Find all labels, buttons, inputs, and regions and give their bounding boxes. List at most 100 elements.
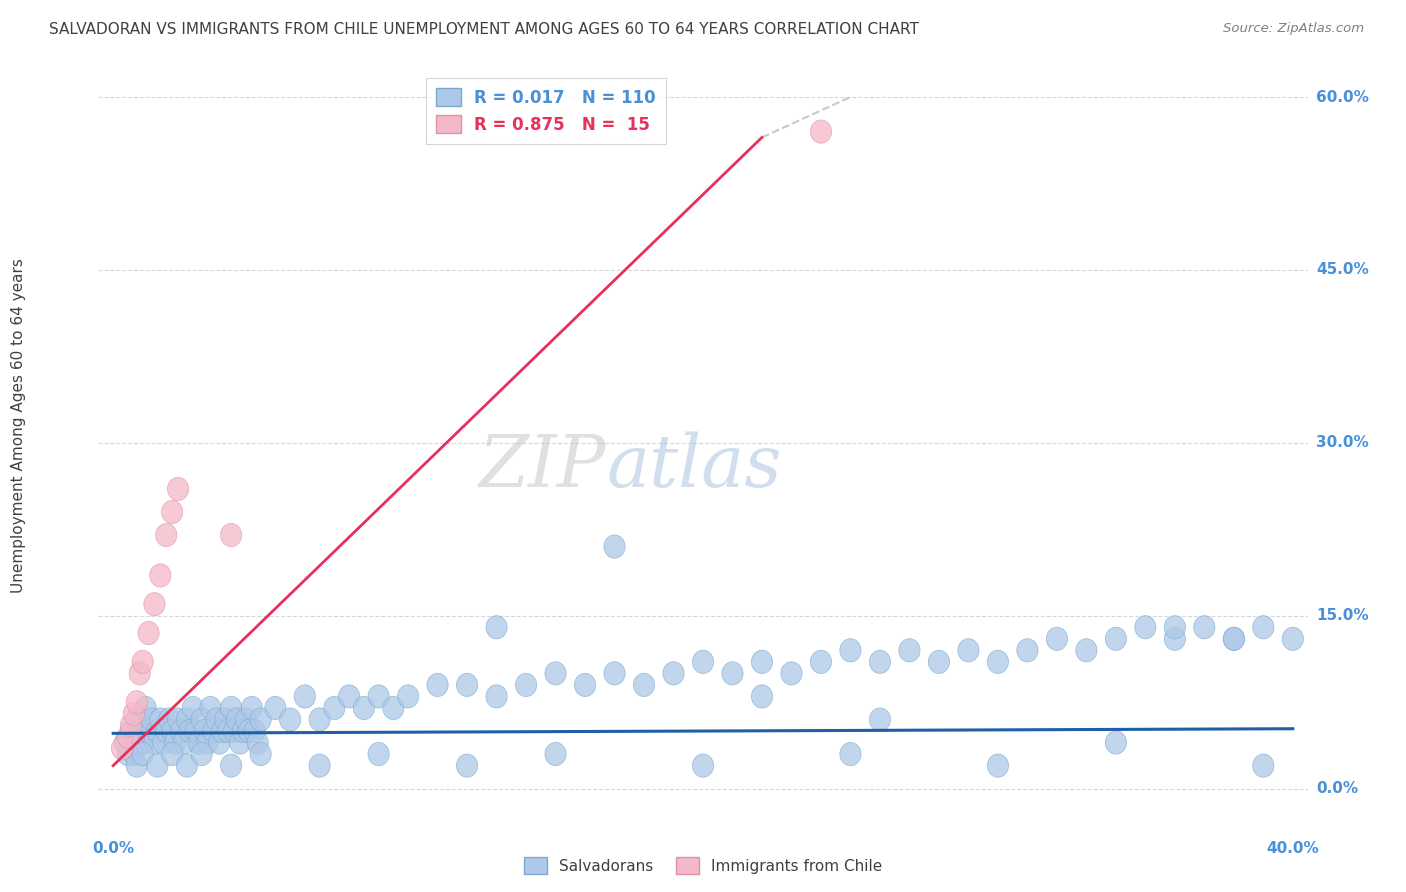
- Ellipse shape: [159, 708, 180, 731]
- Ellipse shape: [200, 697, 221, 720]
- Ellipse shape: [339, 685, 360, 708]
- Ellipse shape: [957, 639, 979, 662]
- Ellipse shape: [633, 673, 655, 697]
- Ellipse shape: [127, 690, 148, 714]
- Ellipse shape: [186, 720, 207, 743]
- Ellipse shape: [191, 708, 212, 731]
- Ellipse shape: [111, 737, 132, 760]
- Ellipse shape: [153, 731, 174, 754]
- Ellipse shape: [132, 650, 153, 673]
- Ellipse shape: [309, 754, 330, 777]
- Legend: R = 0.017   N = 110, R = 0.875   N =  15: R = 0.017 N = 110, R = 0.875 N = 15: [426, 78, 666, 144]
- Ellipse shape: [127, 708, 148, 731]
- Ellipse shape: [869, 650, 890, 673]
- Ellipse shape: [398, 685, 419, 708]
- Ellipse shape: [188, 731, 209, 754]
- Ellipse shape: [215, 708, 236, 731]
- Ellipse shape: [176, 708, 197, 731]
- Ellipse shape: [1282, 627, 1303, 650]
- Ellipse shape: [127, 754, 148, 777]
- Ellipse shape: [662, 662, 685, 685]
- Ellipse shape: [121, 720, 142, 743]
- Ellipse shape: [250, 708, 271, 731]
- Ellipse shape: [1017, 639, 1038, 662]
- Ellipse shape: [546, 662, 567, 685]
- Ellipse shape: [194, 720, 215, 743]
- Ellipse shape: [368, 742, 389, 765]
- Ellipse shape: [1105, 627, 1126, 650]
- Text: 0.0%: 0.0%: [1316, 781, 1358, 797]
- Ellipse shape: [692, 650, 714, 673]
- Ellipse shape: [143, 731, 165, 754]
- Ellipse shape: [143, 592, 165, 615]
- Ellipse shape: [114, 731, 135, 754]
- Ellipse shape: [149, 708, 172, 731]
- Ellipse shape: [309, 708, 330, 731]
- Ellipse shape: [242, 697, 263, 720]
- Ellipse shape: [165, 731, 186, 754]
- Ellipse shape: [138, 720, 159, 743]
- Ellipse shape: [721, 662, 744, 685]
- Ellipse shape: [167, 708, 188, 731]
- Ellipse shape: [176, 754, 197, 777]
- Ellipse shape: [129, 720, 150, 743]
- Ellipse shape: [212, 720, 233, 743]
- Ellipse shape: [208, 731, 231, 754]
- Text: Source: ZipAtlas.com: Source: ZipAtlas.com: [1223, 22, 1364, 36]
- Ellipse shape: [221, 524, 242, 547]
- Ellipse shape: [1164, 615, 1185, 639]
- Legend: Salvadorans, Immigrants from Chile: Salvadorans, Immigrants from Chile: [517, 851, 889, 880]
- Ellipse shape: [839, 742, 860, 765]
- Ellipse shape: [546, 742, 567, 765]
- Ellipse shape: [457, 673, 478, 697]
- Ellipse shape: [132, 731, 153, 754]
- Ellipse shape: [183, 697, 204, 720]
- Ellipse shape: [156, 720, 177, 743]
- Ellipse shape: [839, 639, 860, 662]
- Ellipse shape: [987, 650, 1008, 673]
- Text: 0.0%: 0.0%: [93, 840, 134, 855]
- Text: 40.0%: 40.0%: [1267, 840, 1319, 855]
- Text: ZIP: ZIP: [479, 432, 606, 502]
- Ellipse shape: [245, 720, 266, 743]
- Ellipse shape: [987, 754, 1008, 777]
- Ellipse shape: [1194, 615, 1215, 639]
- Text: 30.0%: 30.0%: [1316, 435, 1369, 450]
- Ellipse shape: [751, 685, 773, 708]
- Ellipse shape: [162, 742, 183, 765]
- Ellipse shape: [121, 714, 142, 737]
- Ellipse shape: [928, 650, 949, 673]
- Ellipse shape: [179, 720, 201, 743]
- Ellipse shape: [810, 120, 831, 144]
- Text: Unemployment Among Ages 60 to 64 years: Unemployment Among Ages 60 to 64 years: [11, 258, 27, 593]
- Ellipse shape: [191, 742, 212, 765]
- Ellipse shape: [221, 697, 242, 720]
- Ellipse shape: [1223, 627, 1244, 650]
- Ellipse shape: [264, 697, 285, 720]
- Ellipse shape: [167, 477, 188, 500]
- Ellipse shape: [238, 720, 260, 743]
- Ellipse shape: [224, 720, 245, 743]
- Ellipse shape: [149, 564, 172, 587]
- Ellipse shape: [146, 754, 169, 777]
- Ellipse shape: [486, 685, 508, 708]
- Ellipse shape: [1046, 627, 1067, 650]
- Ellipse shape: [141, 708, 162, 731]
- Ellipse shape: [146, 720, 169, 743]
- Ellipse shape: [1135, 615, 1156, 639]
- Ellipse shape: [162, 500, 183, 524]
- Ellipse shape: [692, 754, 714, 777]
- Ellipse shape: [575, 673, 596, 697]
- Ellipse shape: [605, 662, 626, 685]
- Ellipse shape: [124, 742, 145, 765]
- Ellipse shape: [1076, 639, 1097, 662]
- Text: SALVADORAN VS IMMIGRANTS FROM CHILE UNEMPLOYMENT AMONG AGES 60 TO 64 YEARS CORRE: SALVADORAN VS IMMIGRANTS FROM CHILE UNEM…: [49, 22, 920, 37]
- Ellipse shape: [250, 742, 271, 765]
- Ellipse shape: [294, 685, 315, 708]
- Text: 60.0%: 60.0%: [1316, 89, 1369, 104]
- Ellipse shape: [202, 720, 224, 743]
- Ellipse shape: [162, 720, 183, 743]
- Ellipse shape: [232, 720, 253, 743]
- Ellipse shape: [132, 742, 153, 765]
- Ellipse shape: [1253, 615, 1274, 639]
